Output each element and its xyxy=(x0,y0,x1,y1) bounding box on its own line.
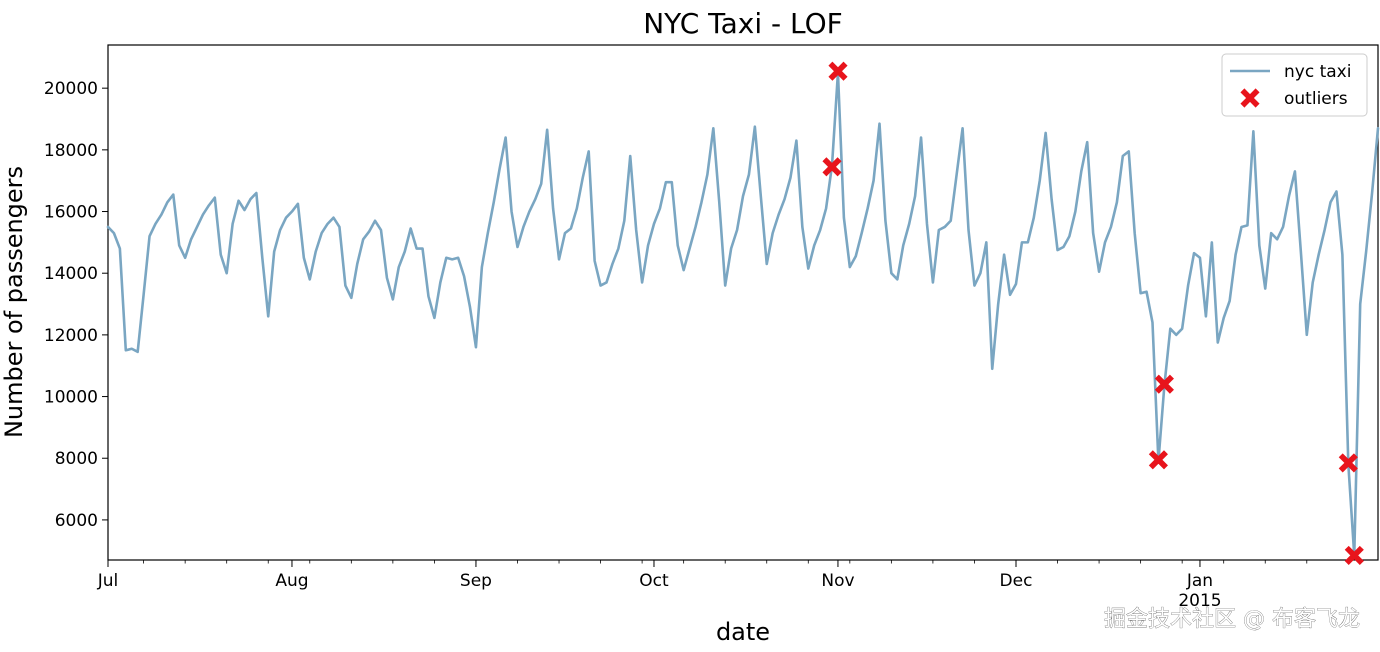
x-tick-label: Nov xyxy=(821,571,854,591)
outlier-marker xyxy=(1344,545,1364,565)
legend-box xyxy=(1221,53,1368,117)
y-tick-label: 16000 xyxy=(44,203,98,223)
outlier-marker xyxy=(1148,450,1168,470)
y-tick-label: 6000 xyxy=(55,511,98,531)
legend: nyc taxi outliers xyxy=(1221,53,1368,117)
y-tick-label: 14000 xyxy=(44,264,98,284)
y-axis-label: Number of passengers xyxy=(0,166,28,438)
plot-area xyxy=(107,44,1379,561)
legend-outlier-marker xyxy=(1240,88,1260,108)
outlier-marker xyxy=(828,61,848,81)
x-tick-label: Jan xyxy=(1186,571,1213,591)
x-tick-label: Oct xyxy=(639,571,669,591)
y-tick-label: 12000 xyxy=(44,326,98,346)
series-line-group xyxy=(106,71,1380,557)
legend-outlier-x xyxy=(1240,88,1260,108)
outlier-marker xyxy=(822,157,842,177)
outlier-marker xyxy=(1338,453,1358,473)
legend-label-nyc-taxi: nyc taxi xyxy=(1284,62,1351,82)
y-axis: 6000 8000 10000 12000 14000 16000 18000 20000 xyxy=(44,79,108,531)
series-line-nyc-taxi xyxy=(106,71,1380,557)
outlier-marker xyxy=(1154,374,1174,394)
outlier-group xyxy=(822,61,1364,565)
x-tick-label: Dec xyxy=(1000,571,1033,591)
x-tick-label: Aug xyxy=(275,571,308,591)
y-tick-label: 10000 xyxy=(44,388,98,408)
y-tick-label: 18000 xyxy=(44,141,98,161)
y-tick-label: 8000 xyxy=(55,449,98,469)
x-axis-label: date xyxy=(716,618,770,646)
plot-frame xyxy=(107,44,1379,561)
x-tick-year-label: 2015 xyxy=(1178,591,1221,611)
legend-label-outliers: outliers xyxy=(1284,89,1348,109)
chart-title: NYC Taxi - LOF xyxy=(643,7,843,40)
x-tick-label: Sep xyxy=(460,571,492,591)
watermark-text: 掘金技术社区 @ 布客飞龙 xyxy=(1104,607,1360,632)
y-tick-label: 20000 xyxy=(44,79,98,99)
x-tick-label: Jul xyxy=(97,571,119,591)
